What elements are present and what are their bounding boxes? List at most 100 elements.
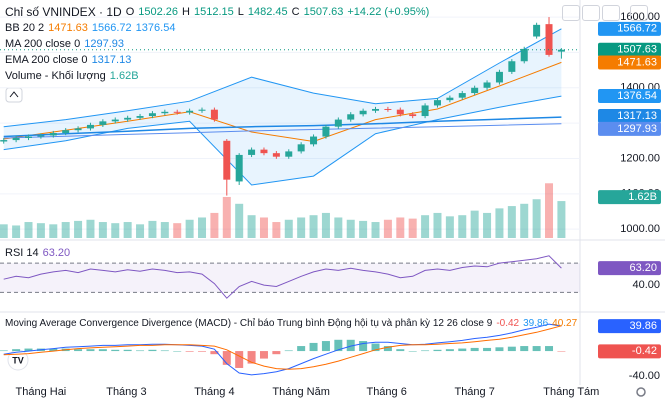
price-badge-label: 1297.93	[617, 123, 657, 135]
ohlc-label: O	[125, 6, 135, 18]
price-badge-label: 39.86	[629, 320, 657, 332]
volume-bar	[148, 220, 157, 238]
volume-bar	[458, 215, 467, 238]
candle-body	[210, 109, 218, 120]
macd-hist-bar	[557, 351, 566, 352]
settings-icon[interactable]	[636, 387, 646, 397]
ema-name: EMA 200 close 0	[5, 54, 88, 66]
close-button[interactable]	[630, 5, 648, 21]
macd-hist-bar	[0, 350, 8, 352]
volume-bar	[111, 223, 120, 238]
volume-bar	[309, 215, 318, 238]
candle-body	[124, 117, 132, 120]
macd-signal-value: 40.27	[552, 318, 578, 329]
volume-bar	[12, 225, 21, 238]
candle-body	[99, 121, 107, 125]
maximize-button[interactable]	[602, 5, 620, 21]
macd-value: 39.86	[523, 318, 549, 329]
macd-hist-bar	[86, 349, 95, 352]
volume-bar	[557, 201, 566, 238]
macd-hist-bar	[321, 341, 330, 352]
macd-hist-bar	[222, 351, 231, 365]
y-tick-label: 1200.00	[620, 152, 660, 164]
volume-bar	[49, 224, 58, 238]
macd-hist-bar	[210, 351, 219, 355]
volume-bar	[36, 223, 45, 238]
y-tick-label: 1000.00	[620, 223, 660, 235]
ohlc-label: H	[182, 6, 190, 18]
candle-body	[384, 108, 392, 110]
candle-body	[260, 149, 268, 154]
x-tick-label: Tháng 3	[106, 386, 146, 398]
volume-bar	[346, 219, 355, 238]
macd-hist-bar	[421, 350, 430, 352]
bb-lower-line	[3, 95, 562, 186]
macd-hist-bar	[371, 343, 380, 352]
macd-hist-bar	[24, 348, 33, 352]
down-button[interactable]	[562, 5, 580, 21]
volume-bar	[86, 219, 95, 238]
macd-hist-bar	[185, 351, 194, 352]
macd-hist-bar	[483, 347, 492, 352]
svg-text:TV: TV	[12, 355, 24, 365]
volume-bar	[433, 212, 442, 238]
candle-body	[86, 124, 94, 129]
candle-body	[409, 114, 417, 117]
volume-value: 1.62B	[109, 70, 139, 82]
candle-body	[62, 130, 70, 134]
bb-lower: 1376.54	[135, 22, 176, 34]
x-tick-label: Tháng Tám	[543, 386, 599, 398]
macd-tick-label: -40.00	[629, 370, 660, 382]
macd-hist-bar	[111, 349, 120, 352]
candle-body	[508, 61, 516, 72]
macd-hist-bar	[433, 349, 442, 352]
volume-bar	[259, 217, 268, 238]
volume-bar	[24, 222, 33, 238]
macd-hist-bar	[198, 351, 207, 352]
candle-body	[37, 135, 45, 137]
x-tick-label: Tháng Hai	[16, 386, 67, 398]
macd-hist-bar	[532, 346, 541, 352]
legend-rsi: RSI 14 63.20	[5, 247, 70, 259]
volume-bar	[210, 212, 219, 238]
ohlc-label: L	[237, 6, 244, 18]
macd-hist-bar	[383, 346, 392, 352]
candle-body	[297, 144, 305, 152]
macd-hist-bar	[284, 350, 293, 352]
macd-hist-bar	[123, 349, 132, 352]
rsi-band	[0, 263, 580, 293]
macd-hist-bar	[458, 348, 467, 352]
candle-body	[396, 109, 404, 115]
macd-hist-bar	[408, 351, 417, 352]
legend-macd: Moving Average Convergence Divergence (M…	[5, 318, 577, 329]
candle-body	[186, 110, 194, 113]
macd-hist-bar	[49, 348, 58, 352]
candle-body	[148, 113, 156, 117]
candle-body	[272, 153, 280, 157]
bb-fill	[3, 28, 562, 185]
ema-line	[3, 116, 562, 138]
macd-hist-bar	[148, 349, 157, 352]
price-badge	[598, 344, 661, 359]
volume-bar	[284, 219, 293, 238]
collapse-pane-button[interactable]	[582, 5, 600, 21]
price-badge-label: 1471.63	[617, 56, 657, 68]
candle-body	[49, 133, 57, 136]
candle-body	[347, 114, 355, 120]
volume-bar	[532, 199, 541, 238]
bb-basis: 1471.63	[48, 22, 88, 34]
rsi-name: RSI 14	[5, 247, 39, 259]
volume-bar	[421, 215, 430, 238]
volume-bar	[185, 219, 194, 238]
collapse-button[interactable]	[5, 87, 23, 103]
candle-body	[173, 111, 181, 113]
ohlc-value: 1507.63	[303, 6, 344, 18]
macd-hist-bar	[396, 349, 405, 352]
x-tick-label: Tháng 7	[454, 386, 494, 398]
candle-body	[483, 82, 491, 88]
signal-line	[3, 325, 562, 370]
price-badge	[598, 190, 661, 205]
